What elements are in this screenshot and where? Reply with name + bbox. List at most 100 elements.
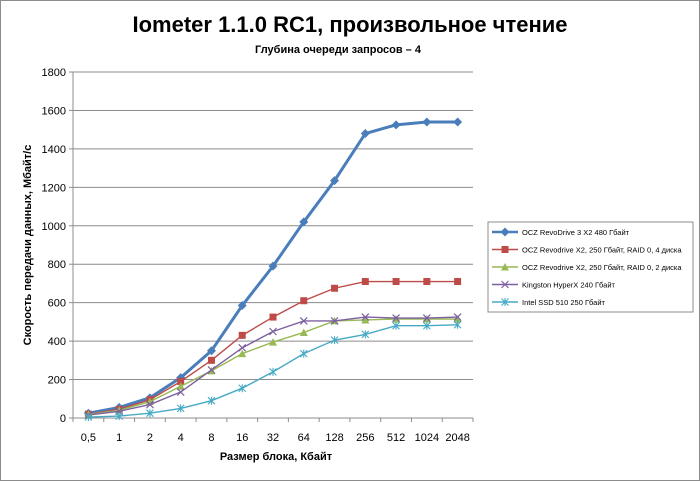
data-point (361, 313, 370, 322)
y-tick-label: 400 (48, 336, 66, 348)
legend-label: OCZ Revodrive X2, 250 Гбайт, RAID 0, 4 д… (522, 246, 682, 255)
axes (72, 72, 474, 422)
data-point (299, 317, 308, 325)
x-tick-label: 256 (356, 432, 374, 444)
data-point (330, 317, 339, 325)
data-point (145, 400, 154, 409)
data-point (238, 384, 247, 393)
x-tick-label: 128 (325, 432, 343, 444)
series-2 (84, 278, 462, 418)
x-tick-label: 32 (267, 432, 279, 444)
data-point (500, 227, 510, 237)
y-tick-label: 1200 (42, 182, 66, 194)
y-tick-labels: 0 200 400 600 800 1000 1200 1400 1600 1800 (42, 67, 66, 425)
y-tick-label: 200 (48, 375, 66, 387)
x-tick-label: 1 (116, 432, 122, 444)
data-point (392, 321, 400, 330)
x-tick-label: 1024 (415, 432, 439, 444)
data-point (146, 409, 154, 418)
legend-item: Kingston HyperX 240 Гбайт (492, 281, 616, 290)
series-5 (84, 320, 462, 422)
data-point (422, 117, 432, 127)
x-tick-label: 2 (147, 432, 153, 444)
y-tick-label: 1000 (42, 221, 66, 233)
legend-item: OCZ Revodrive X2, 250 Гбайт, RAID 0, 2 д… (492, 263, 682, 272)
data-point (361, 315, 370, 324)
data-point (207, 396, 216, 405)
data-point (269, 313, 277, 321)
legend-label: OCZ Revodrive X2, 250 Гбайт, RAID 0, 2 д… (522, 263, 682, 272)
data-point (299, 328, 308, 336)
x-tick-label: 8 (208, 432, 214, 444)
data-point (422, 314, 431, 322)
legend: OCZ RevoDrive 3 X2 480 Гбайт OCZ Revodriv… (487, 221, 694, 313)
data-point (501, 298, 509, 306)
data-point (501, 246, 509, 253)
data-point (299, 349, 308, 358)
x-axis-label: Размер блока, Кбайт (220, 451, 333, 463)
data-point (206, 346, 216, 356)
legend-box (487, 221, 694, 313)
data-point (361, 278, 369, 286)
y-tick-label: 1400 (42, 144, 66, 156)
data-point (207, 366, 216, 374)
data-point (207, 356, 215, 364)
y-tick-label: 600 (48, 298, 66, 310)
data-point (238, 331, 246, 339)
data-point (330, 336, 339, 345)
data-point (392, 314, 401, 322)
data-point (268, 261, 278, 271)
x-tick-labels: 0,5 1 2 4 8 16 32 64 128 256 512 1024 2048 (81, 432, 470, 444)
data-point (360, 129, 370, 139)
data-point (269, 367, 277, 376)
data-point (299, 217, 309, 227)
legend-item: OCZ Revodrive X2, 250 Гбайт, RAID 0, 4 д… (492, 246, 682, 255)
data-point (238, 343, 247, 352)
data-point (453, 117, 463, 127)
legend-label: Kingston HyperX 240 Гбайт (522, 281, 616, 290)
data-point (454, 278, 462, 286)
data-point (177, 377, 185, 385)
gridlines (69, 71, 473, 419)
x-tick-label: 2048 (445, 432, 469, 444)
data-point (361, 330, 370, 339)
data-point (237, 301, 247, 311)
y-tick-label: 800 (48, 259, 66, 271)
chart-subtitle: Глубина очереди запросов – 4 (255, 44, 422, 56)
data-point (269, 338, 277, 346)
x-tick-label: 512 (387, 432, 405, 444)
series-line (88, 280, 458, 415)
legend-label: Intel SSD 510 250 Гбайт (522, 298, 606, 307)
series-4 (84, 313, 462, 420)
data-point (501, 280, 509, 289)
y-tick-label: 1800 (42, 67, 66, 79)
x-tick-label: 0,5 (81, 432, 96, 444)
legend-item: OCZ RevoDrive 3 X2 480 Гбайт (492, 227, 630, 237)
data-point (300, 297, 308, 305)
data-point (330, 176, 340, 186)
legend-label: OCZ RevoDrive 3 X2 480 Гбайт (522, 228, 630, 237)
y-tick-label: 1600 (42, 105, 66, 117)
y-tick-label: 0 (60, 413, 66, 425)
data-point (391, 120, 401, 130)
data-point (331, 284, 339, 292)
data-point (501, 263, 509, 271)
data-point (423, 278, 431, 286)
data-point (115, 412, 124, 421)
legend-item: Intel SSD 510 250 Гбайт (492, 298, 606, 307)
data-point (176, 388, 185, 396)
data-point (238, 349, 247, 358)
y-axis-label: Скорость передачи данных, Мбайт/с (22, 145, 34, 346)
data-point (453, 315, 462, 323)
data-point (392, 278, 400, 286)
data-point (453, 320, 462, 329)
data-point (453, 313, 462, 322)
data-point (84, 413, 93, 422)
x-tick-label: 4 (178, 432, 184, 444)
data-point (176, 382, 185, 390)
data-point (176, 404, 185, 413)
data-point (422, 321, 431, 330)
series-group (83, 117, 463, 422)
x-tick-label: 64 (298, 432, 310, 444)
